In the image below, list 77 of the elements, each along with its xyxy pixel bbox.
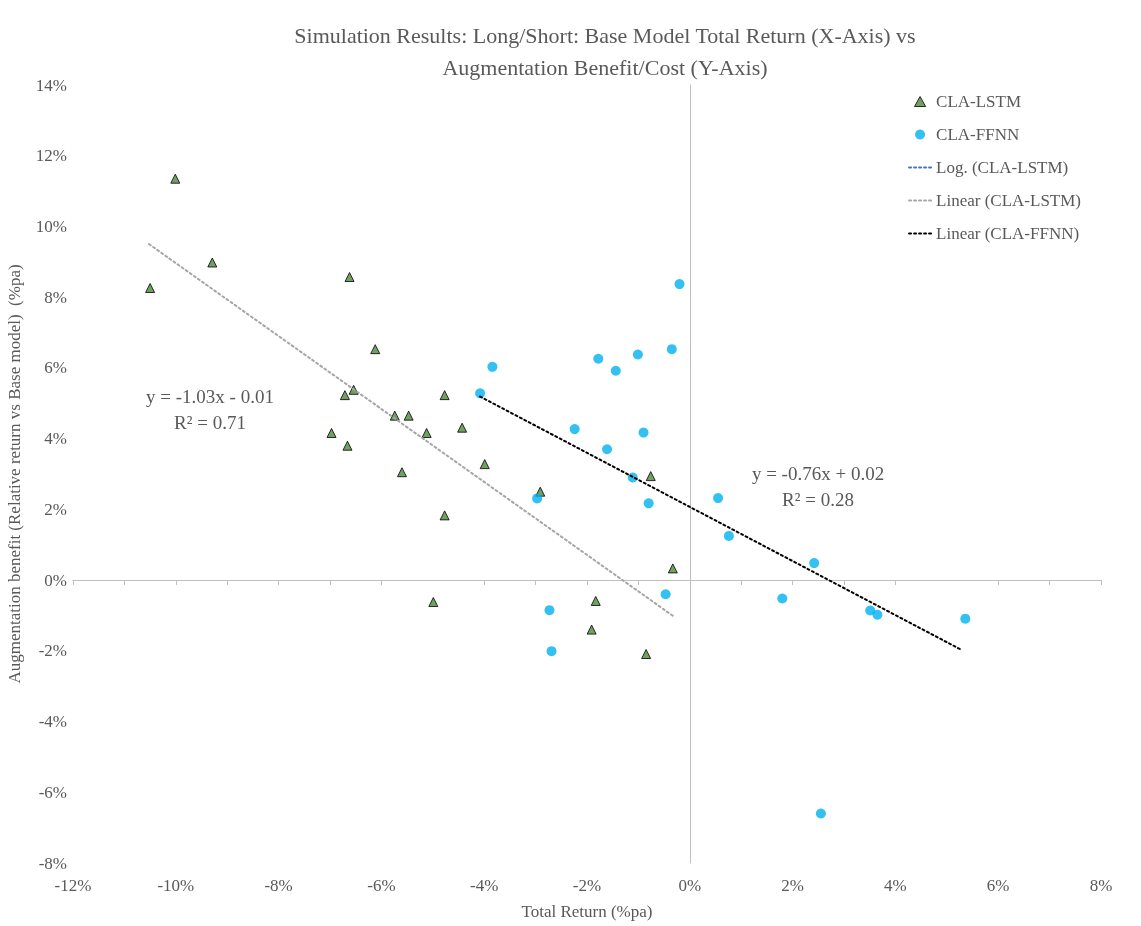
x-tick-label: -2% (572, 876, 602, 895)
x-tick-label: 4% (884, 876, 907, 895)
point (145, 282, 156, 293)
point (439, 510, 450, 521)
legend-label: Log. (CLA-LSTM) (936, 158, 1069, 177)
point (170, 173, 181, 184)
point (421, 427, 432, 438)
point (638, 427, 649, 438)
point (865, 605, 876, 616)
legend-label: CLA-FFNN (936, 125, 1020, 144)
x-tick-label: -8% (264, 876, 293, 895)
x-tick-label: -10% (157, 876, 195, 895)
y-tick-label: 12% (35, 146, 67, 166)
y-axis-title: Augmentation benefit (Relative return vs Base model) (%pa) (5, 264, 24, 684)
legend-label: CLA-LSTM (936, 92, 1022, 111)
point (396, 467, 407, 478)
point (428, 597, 439, 608)
legend-label: Linear (CLA-FFNN) (936, 224, 1080, 243)
point (602, 444, 613, 455)
point (544, 605, 555, 616)
point (546, 646, 557, 657)
point (590, 595, 601, 606)
point (457, 422, 468, 433)
point (326, 427, 337, 438)
x-tick-label: -6% (367, 876, 396, 895)
point (569, 424, 580, 435)
x-tick-label: 2% (781, 876, 804, 895)
point (645, 471, 656, 482)
point (809, 558, 820, 569)
point (643, 498, 654, 509)
point (713, 493, 724, 504)
point (641, 649, 652, 659)
point (439, 390, 450, 401)
y-tick-label: 2% (44, 499, 67, 519)
y-tick-label: -4% (38, 712, 67, 732)
y-tick-label: 8% (44, 287, 67, 307)
point (487, 361, 498, 372)
y-tick-label: 6% (44, 358, 67, 378)
point (667, 563, 678, 574)
point (610, 365, 621, 376)
point (660, 589, 671, 600)
y-tick-label: -2% (38, 641, 67, 661)
y-tick-label: 4% (44, 429, 67, 449)
point (479, 459, 490, 470)
y-tick-label: -6% (38, 782, 67, 802)
point (339, 390, 350, 401)
point (777, 593, 788, 604)
point (632, 349, 643, 360)
point (370, 344, 381, 355)
point (593, 353, 604, 364)
legend-label: Linear (CLA-LSTM) (936, 191, 1082, 210)
y-tick-label: -8% (38, 853, 67, 873)
x-tick-label: -12% (54, 876, 92, 895)
x-tick-label: 0% (678, 876, 702, 895)
point (207, 257, 218, 268)
y-tick-label: 10% (35, 216, 67, 236)
annotation: y = -0.76x + 0.02 R² = 0.28 (751, 462, 885, 510)
point (586, 624, 597, 635)
x-tick-label: 8% (1089, 876, 1113, 895)
point (344, 272, 355, 283)
point (674, 279, 685, 290)
point (723, 530, 734, 541)
point (872, 609, 883, 620)
point (960, 613, 971, 624)
point (475, 388, 486, 399)
y-tick-label: 14% (35, 75, 67, 95)
x-tick-label: -4% (470, 876, 499, 895)
y-tick-label: 0% (44, 570, 67, 590)
point (666, 344, 677, 355)
point (532, 493, 543, 504)
annotation: y = -1.03x - 0.01 R² = 0.71 (146, 385, 274, 433)
x-axis-title: Total Return (%pa) (521, 902, 653, 921)
point (815, 808, 826, 819)
point (403, 410, 414, 421)
chart-title: Simulation Results: Long/Short: Base Model Total Return (X-Axis) vs Augmentation Benefit/Cost (Y-Axis) (294, 22, 916, 80)
point (342, 440, 353, 451)
x-tick-label: 6% (986, 876, 1010, 895)
